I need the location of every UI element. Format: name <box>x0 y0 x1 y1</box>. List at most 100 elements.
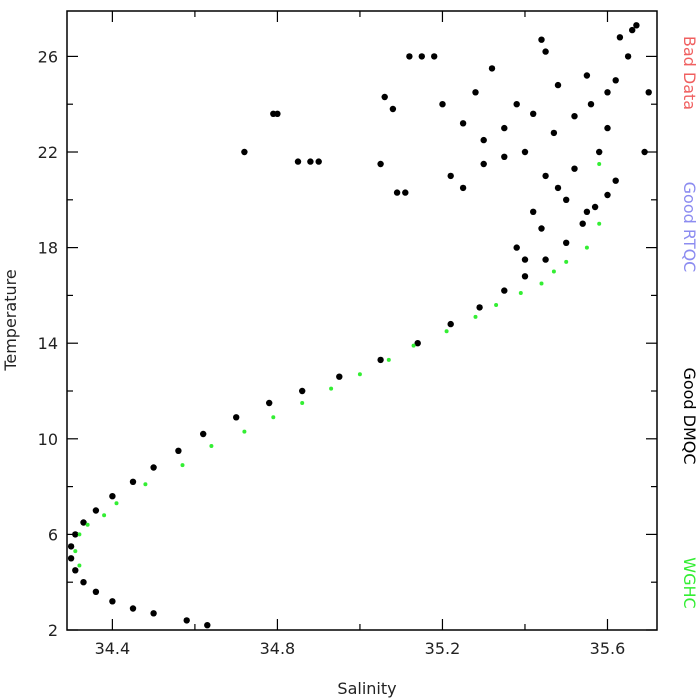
dmqc-point-11 <box>80 519 87 526</box>
dmqc-point-81 <box>294 158 302 165</box>
dmqc-point-84 <box>538 36 545 43</box>
dmqc-point-55 <box>439 101 446 108</box>
wghc-point-2 <box>77 532 82 537</box>
plot-frame <box>66 10 658 631</box>
dmqc-point-54 <box>459 120 467 127</box>
dmqc-point-42 <box>542 172 549 180</box>
wghc-point-0 <box>77 563 82 568</box>
wghc-point-5 <box>114 501 119 506</box>
dmqc-point-63 <box>554 81 562 89</box>
dmqc-point-4 <box>109 598 116 605</box>
dmqc-point-83 <box>315 158 322 165</box>
dmqc-point-52 <box>501 124 508 132</box>
wghc-point-23 <box>584 245 589 250</box>
dmqc-point-64 <box>513 101 520 108</box>
dmqc-point-15 <box>150 464 157 471</box>
dmqc-point-5 <box>92 588 100 595</box>
dmqc-point-51 <box>521 148 529 156</box>
dmqc-point-12 <box>92 507 100 514</box>
dmqc-point-37 <box>571 165 578 172</box>
wghc-point-24 <box>597 221 602 226</box>
x-tick-label: 34.4 <box>95 639 131 658</box>
dmqc-point-56 <box>472 89 479 96</box>
dmqc-point-82 <box>307 158 314 165</box>
dmqc-point-29 <box>563 239 570 246</box>
dmqc-point-45 <box>587 101 595 108</box>
wghc-point-7 <box>180 463 185 468</box>
y-tick-label: 22 <box>38 143 58 162</box>
x-axis-title: Salinity <box>337 679 396 698</box>
y-tick-label: 6 <box>48 525 58 544</box>
dmqc-point-41 <box>563 196 570 203</box>
wghc-point-20 <box>539 281 544 286</box>
wghc-point-25 <box>597 162 602 166</box>
wghc-point-15 <box>411 343 416 348</box>
wghc-point-3 <box>85 522 90 527</box>
wghc-point-14 <box>386 357 391 362</box>
dmqc-point-22 <box>377 356 384 364</box>
y-tick-label: 14 <box>38 334 58 353</box>
dmqc-point-34 <box>513 244 520 251</box>
legend-entry-1: Good RTQC <box>680 182 699 273</box>
dmqc-point-28 <box>542 256 549 263</box>
dmqc-point-13 <box>109 493 116 500</box>
dmqc-point-75 <box>377 160 384 168</box>
y-tick-label: 26 <box>38 47 58 66</box>
dmqc-point-61 <box>571 113 578 120</box>
axis-ticks <box>67 11 657 631</box>
dmqc-point-86 <box>645 89 652 96</box>
wghc-point-6 <box>143 482 148 487</box>
y-tick-label: 18 <box>38 239 58 258</box>
dmqc-point-17 <box>200 430 207 438</box>
wghc-point-18 <box>494 303 499 307</box>
dmqc-point-8 <box>67 555 75 562</box>
dmqc-point-49 <box>616 34 624 41</box>
wghc-point-9 <box>242 429 247 434</box>
dmqc-point-40 <box>521 256 529 263</box>
wghc-point-8 <box>209 444 214 448</box>
x-tick-label: 34.8 <box>260 639 296 658</box>
dmqc-point-85 <box>641 148 648 156</box>
dmqc-point-24 <box>447 320 454 328</box>
wghc-point-16 <box>444 329 449 334</box>
dmqc-point-76 <box>393 189 401 196</box>
dmqc-point-32 <box>604 191 611 199</box>
dmqc-point-26 <box>501 287 508 294</box>
dmqc-point-38 <box>538 225 545 232</box>
dmqc-point-35 <box>530 208 537 215</box>
dmqc-point-7 <box>72 567 79 574</box>
dmqc-point-59 <box>583 72 591 79</box>
x-tick-label: 35.6 <box>590 639 626 658</box>
legend-entry-2: Good DMQC <box>680 367 699 464</box>
dmqc-point-2 <box>150 610 157 617</box>
dmqc-point-72 <box>406 53 413 60</box>
dmqc-point-47 <box>624 53 632 60</box>
dmqc-point-71 <box>418 53 425 60</box>
wghc-point-1 <box>73 549 78 554</box>
legend: Bad Data Good RTQC Good DMQC WGHC <box>680 36 699 609</box>
dmqc-point-20 <box>299 387 306 395</box>
dmqc-point-9 <box>67 543 75 550</box>
legend-entry-0: Bad Data <box>680 36 699 110</box>
dmqc-point-67 <box>480 160 487 168</box>
dmqc-point-68 <box>501 153 508 160</box>
dmqc-point-31 <box>591 203 599 211</box>
wghc-point-10 <box>271 415 276 420</box>
wghc-point-22 <box>564 259 569 264</box>
dmqc-point-0 <box>204 622 211 629</box>
dmqc-point-19 <box>266 399 273 407</box>
dmqc-point-14 <box>129 478 137 485</box>
wghc-point-21 <box>551 269 556 274</box>
dmqc-point-18 <box>233 414 240 421</box>
dmqc-point-27 <box>521 273 529 280</box>
dmqc-point-50 <box>629 26 636 34</box>
dmqc-point-16 <box>175 447 182 454</box>
dmqc-point-3 <box>129 605 137 612</box>
dmqc-point-69 <box>550 129 558 137</box>
data-points <box>67 22 652 629</box>
legend-entry-3: WGHC <box>680 557 699 608</box>
dmqc-point-36 <box>554 184 562 192</box>
x-tick-label: 35.2 <box>425 639 461 658</box>
